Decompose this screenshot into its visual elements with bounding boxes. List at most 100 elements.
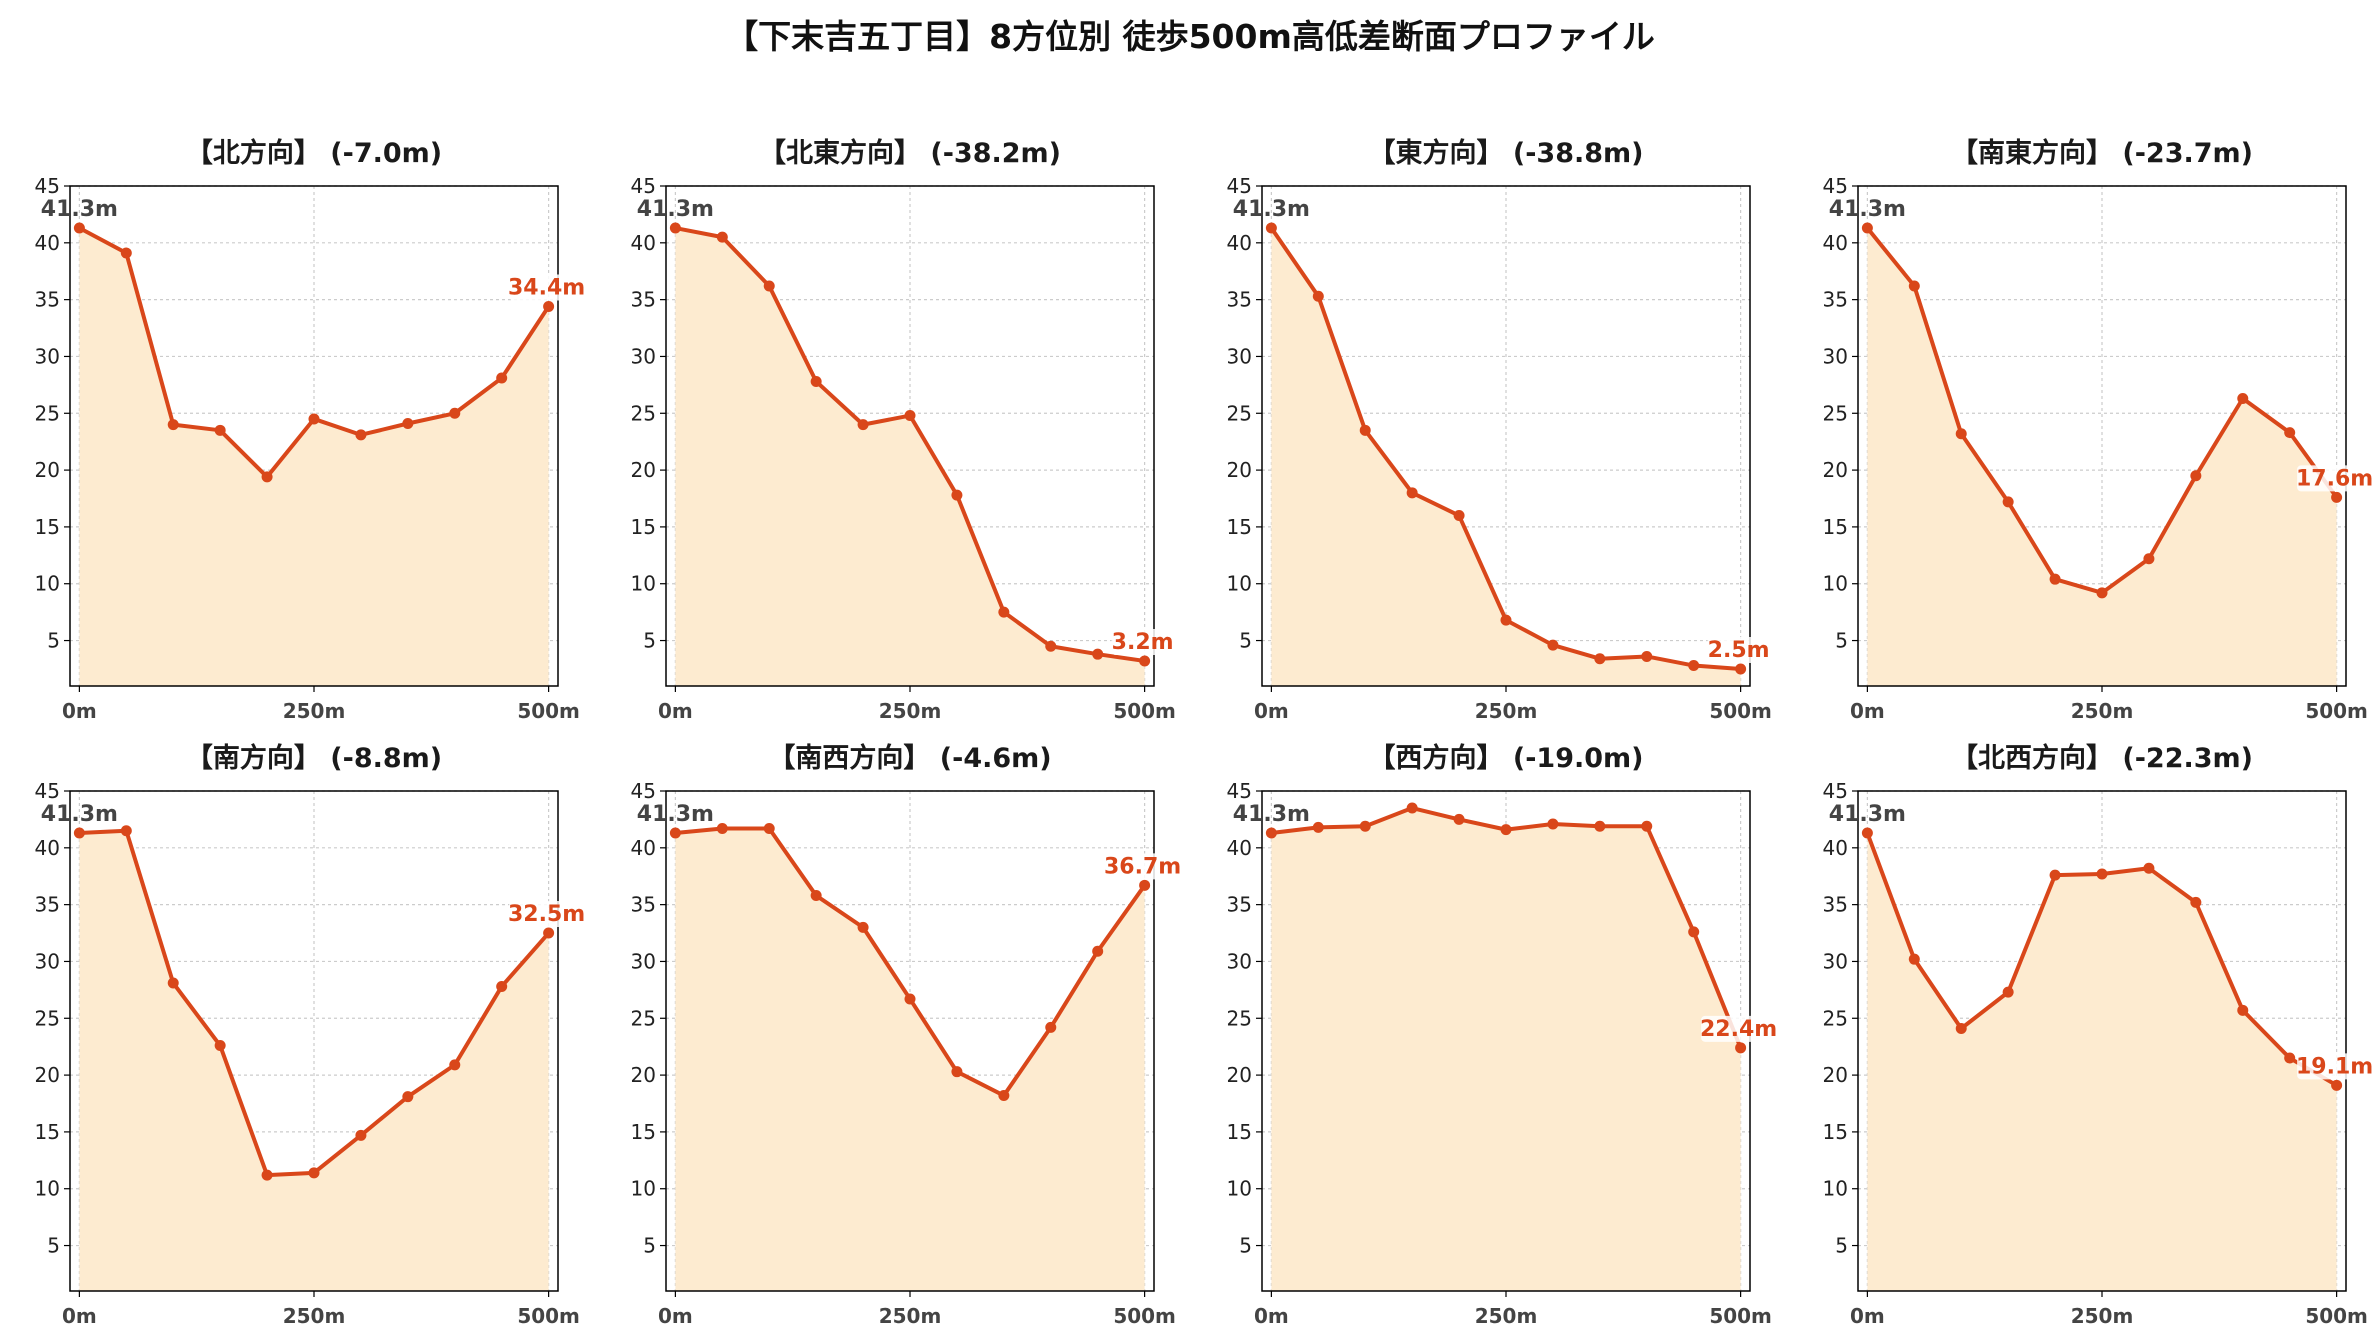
y-tick-label: 20	[631, 1063, 656, 1087]
data-point	[810, 890, 822, 902]
end-elevation-label: 36.7m	[1104, 854, 1181, 879]
y-tick-label: 10	[1823, 1177, 1848, 1201]
y-tick-label: 25	[35, 1006, 60, 1030]
end-label-background	[509, 274, 585, 301]
data-point	[308, 413, 320, 425]
y-tick-label: 40	[35, 231, 60, 255]
y-tick-label: 45	[631, 779, 656, 803]
data-point	[1045, 1021, 1057, 1033]
x-tick-label: 0m	[1850, 699, 1885, 723]
end-elevation-label: 34.4m	[508, 275, 585, 300]
data-point	[120, 825, 132, 837]
subplot-8: 【北西方向】 (-22.3m) 5 10 15 20 25 30 35 40 45 0m 250m 50…	[1823, 742, 2373, 1328]
data-point	[763, 280, 775, 292]
y-tick-label: 5	[1835, 629, 1848, 653]
elevation-area	[79, 228, 549, 686]
data-point	[1688, 926, 1700, 938]
data-point	[2237, 1004, 2249, 1016]
data-point	[1861, 827, 1873, 839]
data-point	[1735, 1042, 1747, 1054]
x-tick-label: 500m	[1113, 699, 1176, 723]
x-tick-label: 500m	[517, 699, 580, 723]
data-point	[2096, 868, 2108, 880]
data-point	[1594, 653, 1606, 665]
x-tick-label: 500m	[2305, 1304, 2368, 1328]
y-tick-label: 15	[1823, 515, 1848, 539]
y-tick-label: 20	[1227, 458, 1252, 482]
end-elevation-label: 19.1m	[2296, 1054, 2373, 1079]
data-point	[2096, 587, 2108, 599]
x-tick-label: 250m	[879, 1304, 942, 1328]
y-tick-label: 15	[35, 1120, 60, 1144]
y-tick-label: 40	[35, 836, 60, 860]
x-tick-label: 0m	[62, 1304, 97, 1328]
y-tick-label: 45	[1823, 779, 1848, 803]
end-label-background	[2297, 1053, 2373, 1080]
x-tick-label: 250m	[2071, 699, 2134, 723]
y-tick-label: 15	[1227, 515, 1252, 539]
data-point	[167, 419, 179, 431]
y-tick-label: 45	[35, 174, 60, 198]
data-point	[904, 993, 916, 1005]
y-tick-label: 10	[1823, 572, 1848, 596]
data-point	[810, 375, 822, 387]
y-tick-label: 30	[631, 949, 656, 973]
data-point	[1735, 663, 1747, 675]
x-tick-label: 250m	[879, 699, 942, 723]
y-tick-label: 25	[631, 401, 656, 425]
data-point	[496, 372, 508, 384]
y-tick-label: 25	[1227, 1006, 1252, 1030]
data-point	[904, 410, 916, 422]
data-point	[2002, 496, 2014, 508]
y-tick-label: 10	[35, 1177, 60, 1201]
y-tick-label: 5	[1239, 629, 1252, 653]
end-label-background	[1701, 1015, 1777, 1042]
y-tick-label: 5	[1835, 1234, 1848, 1258]
y-tick-label: 30	[631, 344, 656, 368]
x-tick-label: 500m	[2305, 699, 2368, 723]
subplot-2: 【北東方向】 (-38.2m) 5 10 15 20 25 30 35 40 45 0m 250m 50…	[631, 137, 1176, 723]
subplot-4: 【南東方向】 (-23.7m) 5 10 15 20 25 30 35 40 45 0m 250m 50…	[1823, 137, 2373, 723]
data-point	[2190, 896, 2202, 908]
data-point	[1500, 614, 1512, 626]
y-tick-label: 20	[1227, 1063, 1252, 1087]
y-tick-label: 25	[1823, 401, 1848, 425]
subplot-title: 【北方向】 (-7.0m)	[186, 137, 442, 169]
elevation-area	[1867, 833, 2337, 1291]
end-elevation-label: 22.4m	[1700, 1017, 1777, 1042]
data-point	[1312, 290, 1324, 302]
data-point	[1641, 650, 1653, 662]
y-tick-label: 5	[47, 629, 60, 653]
y-tick-label: 45	[1227, 174, 1252, 198]
y-tick-label: 25	[1823, 1006, 1848, 1030]
y-tick-label: 30	[35, 949, 60, 973]
data-point	[1955, 1023, 1967, 1034]
end-elevation-label: 2.5m	[1708, 638, 1770, 663]
y-tick-label: 30	[1823, 949, 1848, 973]
end-elevation-label: 3.2m	[1112, 630, 1174, 655]
y-tick-label: 35	[1227, 288, 1252, 312]
data-point	[1547, 818, 1559, 830]
elevation-area	[675, 828, 1145, 1291]
data-point	[716, 231, 728, 243]
subplot-7: 【西方向】 (-19.0m) 5 10 15 20 25 30 35 40 45 0m 250m 500…	[1227, 742, 1777, 1328]
subplot-6: 【南西方向】 (-4.6m) 5 10 15 20 25 30 35 40 45 0m 250m 500…	[631, 742, 1181, 1328]
y-tick-label: 20	[35, 1063, 60, 1087]
data-point	[998, 1090, 1010, 1102]
y-tick-label: 10	[631, 1177, 656, 1201]
y-tick-label: 40	[631, 231, 656, 255]
data-point	[449, 407, 461, 419]
data-point	[1908, 280, 1920, 292]
end-label-background	[2297, 465, 2373, 492]
start-elevation-label: 41.3m	[1829, 802, 1906, 827]
y-tick-label: 5	[1239, 1234, 1252, 1258]
y-tick-label: 40	[1823, 231, 1848, 255]
data-point	[543, 927, 555, 939]
data-point	[2331, 491, 2343, 503]
y-tick-label: 35	[35, 893, 60, 917]
data-point	[1359, 820, 1371, 832]
data-point	[2284, 1052, 2296, 1064]
subplot-title: 【南方向】 (-8.8m)	[186, 742, 442, 774]
elevation-area	[79, 830, 549, 1291]
